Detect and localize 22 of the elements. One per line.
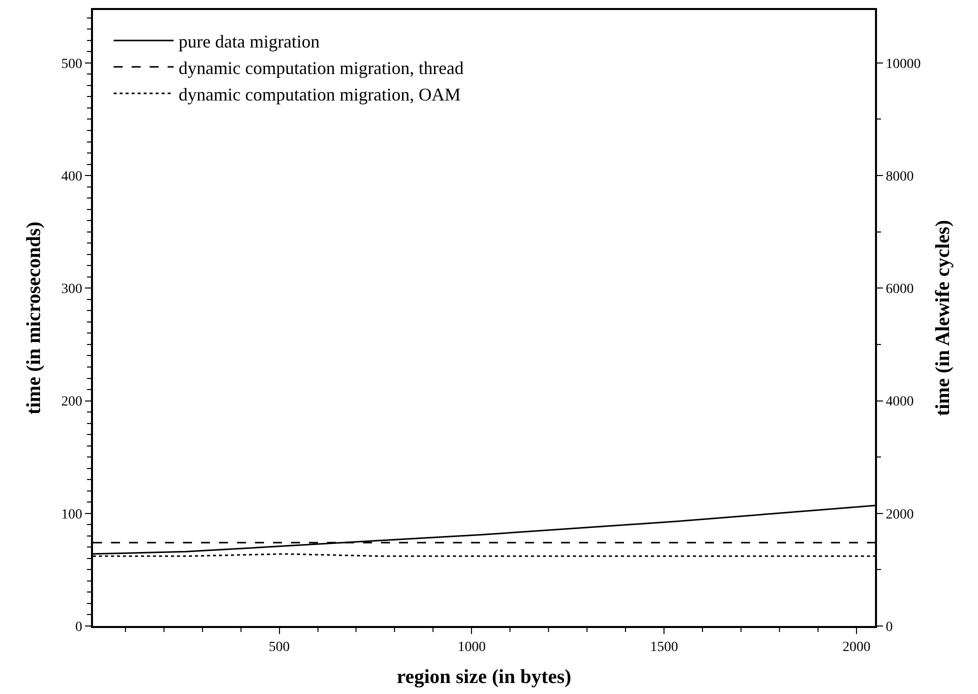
y2-tick-label: 0 bbox=[886, 620, 893, 635]
y2-tick-label: 10000 bbox=[886, 56, 921, 72]
y2-tick-label: 8000 bbox=[886, 169, 914, 184]
y-tick-label: 400 bbox=[61, 169, 82, 184]
y2-axis-title: time (in Alewife cycles) bbox=[932, 220, 954, 416]
x-tick-label: 2000 bbox=[842, 640, 871, 655]
y2-tick-label: 2000 bbox=[886, 507, 914, 522]
y-tick-label: 0 bbox=[75, 620, 82, 635]
y2-tick-label: 6000 bbox=[886, 282, 914, 298]
legend-label: pure data migration bbox=[178, 32, 320, 52]
y-tick-label: 100 bbox=[61, 507, 82, 522]
x-tick-label: 1000 bbox=[458, 640, 486, 655]
y-tick-label: 200 bbox=[61, 394, 82, 410]
legend-label: dynamic computation migration, OAM bbox=[178, 84, 461, 104]
y-tick-label: 300 bbox=[61, 282, 82, 298]
x-tick-label: 1500 bbox=[650, 640, 678, 655]
x-tick-label: 500 bbox=[268, 640, 290, 655]
y-tick-label: 500 bbox=[61, 56, 82, 72]
y-axis-title: time (in microseconds) bbox=[23, 222, 46, 414]
y2-tick-label: 4000 bbox=[886, 394, 914, 410]
x-axis-title: region size (in bytes) bbox=[396, 666, 572, 688]
legend-label: dynamic computation migration, thread bbox=[178, 58, 464, 78]
